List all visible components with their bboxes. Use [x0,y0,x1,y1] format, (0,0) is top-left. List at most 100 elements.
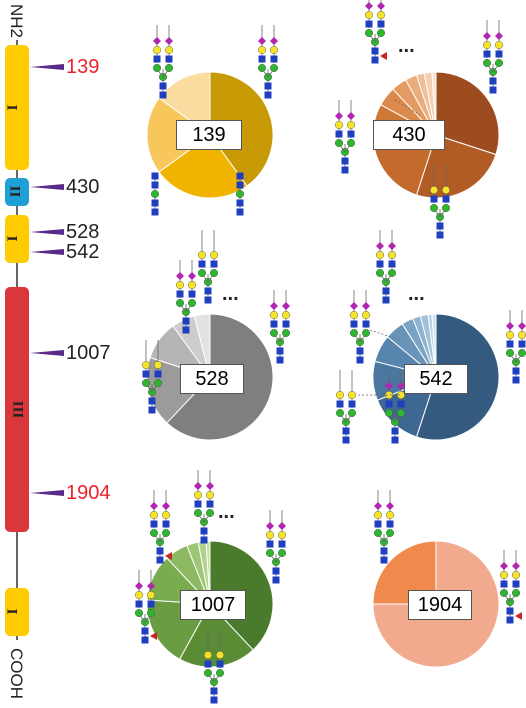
glcnac-square [162,520,170,528]
sialic-acid-diamond [335,112,343,120]
galactose-circle [149,511,158,520]
site-marker [30,249,64,255]
glcnac-square [436,231,444,239]
glcnac-square [506,340,514,348]
mannose-circle [512,589,521,598]
mannose-circle [134,609,143,618]
protein-domains [5,45,29,636]
more-glycans-ellipsis: ... [408,283,425,305]
galactose-circle [146,591,155,600]
pie-slice [193,313,211,378]
sialic-acid-diamond [518,322,526,330]
galactose-circle [197,250,206,259]
glcnac-square [512,376,520,384]
mannose-circle [377,29,386,38]
sialic-acid-diamond [500,562,508,570]
sialic-acid-diamond [377,2,385,10]
fucose-triangle [380,52,387,60]
galactose-circle [397,391,406,400]
galactose-circle [506,331,515,340]
sialic-acid-diamond [347,112,355,120]
sialic-acid-diamond [188,272,196,280]
glcnac-square [151,172,159,180]
glcnac-square [258,55,266,63]
galactose-circle [512,571,521,580]
sialic-acid-diamond [386,502,394,510]
glcnac-square [365,20,373,28]
mannose-circle [266,549,275,558]
mannose-circle [270,329,279,338]
glcnac-square [278,540,286,548]
sialic-acid-diamond [362,302,370,310]
site-label-542: 542 [66,241,100,263]
glcnac-square [270,55,278,63]
fucose-triangle [165,552,172,560]
mannose-circle [385,409,394,418]
glcnac-square [276,356,284,364]
galactose-circle [385,391,394,400]
galactose-circle [270,311,279,320]
galactose-circle [362,311,371,320]
glcnac-square [150,520,158,528]
glcnac-square [156,556,164,564]
glcnac-square [386,520,394,528]
galactose-circle [205,491,214,500]
sialic-acid-diamond [483,32,491,40]
glcnac-square [391,436,399,444]
sialic-acid-diamond [147,582,155,590]
mannose-circle [203,669,212,678]
glcnac-square [388,260,396,268]
glcnac-square [371,47,379,55]
glcnac-square [154,370,162,378]
mannose-circle [270,63,279,72]
mannose-circle [397,409,406,418]
sialic-acid-diamond [495,32,503,40]
glcnac-square [335,130,343,138]
mannose-circle [374,529,383,538]
mannose-circle [350,329,359,338]
pie-slice [431,71,437,136]
glcnac-square [397,400,405,408]
glcnac-square [264,82,272,90]
mannose-circle [365,29,374,38]
site-label-430: 430 [66,176,100,198]
sialic-acid-diamond [350,302,358,310]
mannose-circle [348,409,357,418]
glcnac-square [236,172,244,180]
mannose-circle [442,203,451,212]
glcnac-square [341,157,349,165]
more-glycans-ellipsis: ... [218,501,235,523]
glcnac-square [182,317,190,325]
mannose-circle [193,509,202,518]
glcnac-square [436,222,444,230]
glcnac-square [272,567,280,575]
sialic-acid-diamond [206,482,214,490]
glcnac-square [159,82,167,90]
galactose-circle [175,281,184,290]
glcnac-square [382,287,390,295]
galactose-circle [336,391,345,400]
galactose-circle [388,250,397,259]
mannose-circle [209,269,218,278]
sialic-acid-diamond [365,2,373,10]
pie-site-label: 542 [404,364,468,394]
glcnac-square [483,50,491,58]
galactose-circle [365,10,374,19]
galactose-circle [347,120,356,129]
sialic-acid-diamond [165,37,173,45]
sialic-acid-diamond [374,502,382,510]
glcnac-square [371,56,379,64]
galactose-circle [386,511,395,520]
mannose-circle [388,269,397,278]
glcnac-square [377,20,385,28]
sialic-acid-diamond [162,502,170,510]
glcnac-square [342,427,350,435]
mannose-circle [215,669,224,678]
pie-slice [372,540,437,605]
galactose-circle [282,311,291,320]
galactose-circle [518,331,526,339]
pie-site-label: 1904 [408,590,472,620]
galactose-circle [335,120,344,129]
sialic-acid-diamond [270,302,278,310]
mannose-circle [205,509,214,518]
